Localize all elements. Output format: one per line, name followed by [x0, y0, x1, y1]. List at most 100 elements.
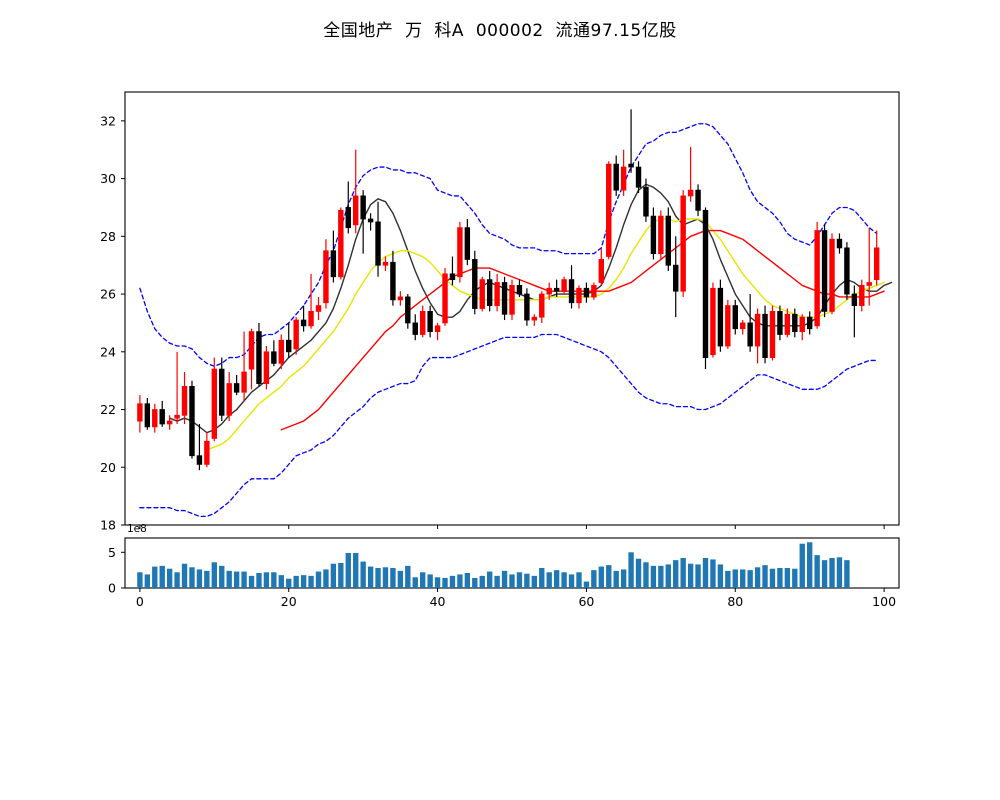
candle [241, 331, 247, 401]
y-tick-label-18: 18 [100, 518, 116, 533]
volume-bar [204, 570, 210, 588]
volume-bar [323, 569, 329, 588]
candle [606, 161, 612, 260]
volume-bar [799, 543, 805, 588]
candle [479, 276, 485, 312]
candle [866, 227, 872, 306]
candle [196, 423, 203, 471]
candle [174, 351, 180, 424]
volume-bar [219, 565, 225, 588]
candle [777, 305, 783, 341]
volume-bar [353, 553, 359, 588]
candle [568, 265, 575, 309]
candle [546, 282, 552, 300]
candle [784, 308, 791, 338]
volume-bar [695, 564, 701, 588]
candle [806, 311, 813, 335]
candle [271, 340, 277, 367]
y-tick-label-28: 28 [100, 229, 116, 244]
volume-bar [449, 575, 456, 588]
candle [717, 279, 724, 352]
candle [338, 207, 344, 280]
candle [263, 346, 270, 390]
volume-bar [137, 572, 143, 588]
candle [665, 207, 671, 271]
volume-bar [412, 577, 418, 588]
candle [405, 294, 411, 329]
candle [524, 288, 530, 326]
volume-bar [792, 568, 798, 588]
volume-bar [665, 564, 671, 588]
candle [286, 322, 292, 358]
candle [792, 308, 798, 338]
volume-bar [256, 573, 262, 588]
volume-bar [434, 577, 441, 588]
volume-bar [486, 571, 493, 588]
volume-bar [159, 565, 165, 588]
volume-bar [635, 558, 642, 588]
candle [323, 239, 329, 309]
volume-bar [293, 575, 299, 588]
volume-bar [844, 560, 850, 588]
volume-bar [754, 567, 761, 588]
candle [732, 299, 738, 335]
price-panel: 18 20 22 24 26 28 30 32 [100, 91, 900, 533]
volume-bar [598, 566, 604, 588]
bollinger-lower [139, 333, 878, 517]
candle [181, 372, 188, 424]
volume-bar [286, 578, 292, 588]
volume-offset-label: 1e8 [127, 523, 147, 535]
volume-bar [829, 558, 835, 588]
candle [821, 224, 828, 318]
volume-bar [233, 571, 240, 588]
x-tick-label-20: 20 [281, 594, 297, 609]
candle [472, 250, 478, 315]
volume-bar [821, 560, 828, 588]
volume-bar [457, 574, 463, 588]
candle [851, 285, 858, 338]
candle [583, 282, 590, 303]
volume-bar [710, 559, 716, 588]
candle [829, 233, 835, 315]
candle [315, 296, 322, 321]
candle [501, 276, 508, 321]
volume-bar [814, 555, 820, 588]
candle [643, 178, 649, 222]
candle [873, 230, 880, 286]
ma-long [280, 229, 885, 431]
candle [464, 219, 471, 266]
y-tick-label-20: 20 [100, 460, 116, 475]
candle [382, 256, 389, 271]
candle [687, 146, 694, 202]
candle [754, 308, 761, 364]
candle [390, 250, 396, 306]
y-tick-label-22: 22 [100, 402, 116, 417]
candle [769, 305, 776, 361]
candle [345, 181, 351, 234]
volume-bar [382, 567, 389, 588]
candle [159, 400, 165, 427]
volume-bar [248, 575, 255, 588]
candle [680, 190, 686, 297]
volume-bar [345, 553, 351, 588]
volume-bar [420, 572, 426, 588]
volume-bar [702, 558, 709, 588]
volume-bar [732, 569, 738, 588]
candle [553, 279, 560, 297]
bollinger-upper [139, 123, 878, 367]
volume-bar [740, 569, 746, 588]
volume-bar [464, 573, 471, 588]
volume-bar [300, 575, 307, 588]
volume-bar [494, 575, 500, 588]
candle [442, 268, 448, 326]
volume-bar [263, 572, 270, 588]
candle [591, 282, 597, 300]
candle [747, 294, 753, 352]
candle [561, 276, 567, 295]
volume-bar [390, 568, 396, 588]
candle [486, 270, 493, 312]
volume-bar [628, 552, 634, 588]
candle [509, 279, 515, 321]
candle [814, 221, 820, 329]
